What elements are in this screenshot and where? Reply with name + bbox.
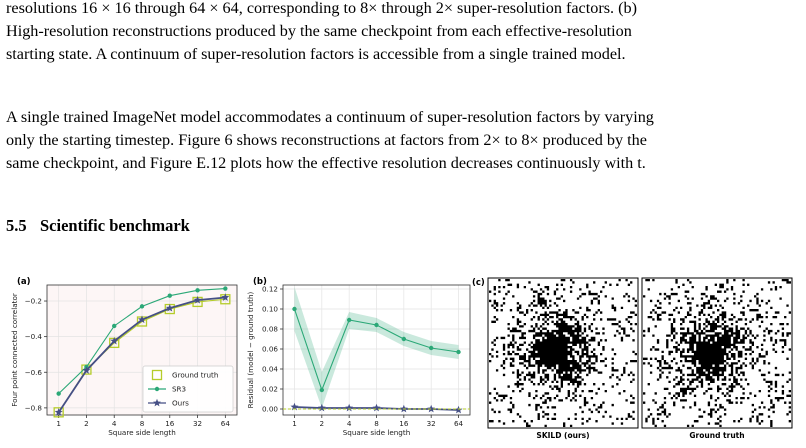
x-axis-label: Square side length [108,428,176,437]
y-tick-label: −0.2 [25,297,42,306]
data-point [54,408,63,416]
x-tick-label: 16 [399,419,409,428]
figure-panel-c: (c) SKILD (ours) Ground truth [472,277,793,440]
x-tick-label: 8 [140,419,145,428]
legend-box [142,365,234,413]
x-tick-label: 64 [221,419,231,428]
data-point [193,295,202,304]
data-point [401,336,407,342]
data-point [138,315,146,324]
section-number: 5.5 [6,216,27,235]
data-point [82,366,91,374]
y-axis-label: Four point connected correlator [10,293,19,407]
y-tick-label: 0.04 [262,365,278,374]
caption-line: starting state. A continuum of super-res… [6,45,626,63]
y-axis-label: Residual (model − ground truth) [246,291,255,408]
data-point [345,403,354,412]
x-tick-label: 32 [427,419,436,428]
x-tick-label: 2 [320,419,325,428]
figure-panel-b: 0.00 0.02 0.04 0.06 0.08 0.10 0.12 1 2 4 8 16 32 64 Sq… [246,277,471,437]
legend-marker [153,398,161,407]
y-tick-label: −0.4 [25,332,43,341]
caption-line: High-resolution reconstructions produced… [6,22,632,40]
data-point [374,322,379,328]
legend-label: Ground truth [172,371,218,380]
x-tick-label: 1 [292,419,297,428]
legend-label: Ours [172,399,189,408]
panel-label-c: (c) [472,278,485,288]
x-tick-label: 64 [454,419,464,428]
y-tick-label: 0.12 [262,285,278,294]
data-point [427,404,436,413]
data-point [56,391,61,396]
x-tick-label: 32 [193,419,202,428]
data-point [112,323,117,329]
binary-field [489,279,637,427]
section-title: Scientific benchmark [40,216,190,235]
panel-label: (b) [253,277,267,287]
skild-caption: SKILD (ours) [536,431,589,440]
x-tick-label: 4 [112,419,117,428]
data-point [110,336,119,345]
section-heading: 5.5 Scientific benchmark [6,216,190,236]
x-axis-label: Square side length [343,428,411,437]
data-point [167,293,172,298]
legend-marker [151,369,163,381]
data-point [346,317,352,323]
data-point [165,303,174,312]
y-tick-label: 0.08 [262,325,278,334]
x-tick-label: 4 [347,419,352,428]
caption-paragraph: resolutions 16 × 16 through 64 × 64, cor… [6,0,802,66]
data-point [454,405,463,414]
data-point [319,387,325,393]
body-line: same checkpoint, and Figure E.12 plots h… [6,154,646,172]
body-line: only the starting timestep. Figure 6 sho… [6,131,647,149]
y-tick-label: 0.02 [262,385,278,394]
figure-panel-a: −0.8 −0.6 −0.4 −0.2 1 2 4 8 16 32 64 Square side le… [10,277,238,437]
data-point [428,345,434,351]
binary-field [643,279,791,427]
data-point [221,293,230,301]
y-tick-label: 0.10 [262,305,278,314]
skild-sample-image [489,279,637,427]
data-point [195,288,200,293]
panel-label: (a) [17,277,31,287]
data-point [292,306,297,312]
confidence-band [294,287,459,408]
caption-line: resolutions 16 × 16 through 64 × 64, cor… [6,0,637,17]
data-point [456,349,461,355]
y-tick-label: 0.06 [262,345,278,354]
ground-truth-caption: Ground truth [689,431,744,440]
data-point [290,402,299,411]
body-line: A single trained ImageNet model accommod… [6,108,654,126]
y-tick-label: 0.00 [262,405,278,414]
x-tick-label: 1 [56,419,61,428]
x-tick-label: 16 [165,419,175,428]
ground-truth-sample-image [643,279,791,427]
data-point [53,407,64,418]
x-tick-label: 8 [374,419,379,428]
x-tick-label: 2 [84,419,89,428]
data-point [317,403,326,412]
legend-marker [154,386,160,392]
y-tick-label: −0.8 [25,403,43,412]
data-point [139,304,145,309]
y-tick-label: −0.6 [25,368,43,377]
data-point [372,403,381,412]
body-paragraph: A single trained ImageNet model accommod… [6,106,802,175]
legend-label: SR3 [172,385,186,394]
data-point [223,286,228,291]
